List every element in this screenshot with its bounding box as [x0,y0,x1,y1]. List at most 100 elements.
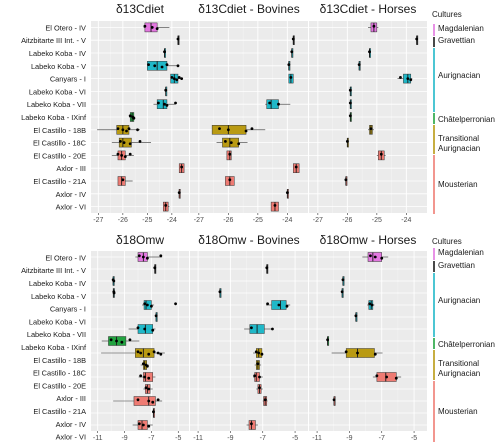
row-label: Labeko Koba - VII [27,330,86,339]
row-label: Canyars - I [50,305,86,314]
data-point [143,375,147,379]
data-point [373,255,377,259]
data-point [119,140,122,143]
data-point [345,140,349,143]
row-label: Labeko Koba - VI [29,87,86,96]
panel-title: δ18Omw - Horses [320,233,417,247]
data-point [159,254,163,258]
row-label: Canyars - I [50,75,86,84]
data-point [109,338,113,342]
data-point [123,155,127,159]
data-point [121,128,125,132]
data-point [290,50,294,54]
legend-label: Aurignacian [438,144,480,153]
data-point [180,165,184,169]
data-point [174,302,177,306]
legend: Cultures Magdalenian Gravettian Aurignacian… [432,10,495,442]
row-label: El Castillo - 18B [33,356,86,365]
data-point [250,422,253,426]
row-label: El Castillo - 18C [33,369,87,378]
row-label: Axlor - III [56,164,86,173]
row-label: Axlor - IV [56,190,86,199]
row-label: El Otero - IV [45,23,86,32]
panel-3: δ13Cdiet - Horses -27 -26 -25 -24 [309,2,427,224]
data-point [164,88,168,92]
data-point [277,303,281,307]
data-point [285,304,289,308]
data-point [176,64,180,68]
legend-label: Châtelperronian [438,340,495,349]
legend-2: Cultures Magdalenian Gravettian Aurignacian… [432,237,495,442]
row-label: Labeko Koba - V [31,62,86,71]
panel-1: δ13Cdiet -27 -26 -25 -24 [91,2,189,224]
data-point [151,400,155,404]
row-label: El Otero - IV [45,253,86,262]
data-point [165,63,169,66]
tick-label: -11 [193,435,203,442]
data-point [144,386,148,390]
data-point [380,256,384,260]
data-point [177,76,181,79]
data-point [147,424,151,428]
data-point [112,279,116,283]
data-point [152,410,155,414]
data-point [150,26,154,29]
data-point [294,165,298,169]
legend-label: Mousterian [438,180,478,189]
data-point [340,290,344,294]
legend-label: Magdalenian [438,248,484,257]
data-point [136,350,140,354]
legend-1: Cultures Magdalenian Gravettian Aurignacian… [432,10,495,214]
data-point [370,303,374,307]
data-point [147,376,151,380]
data-point [141,362,145,366]
tick-label: -25 [142,217,152,224]
data-point [154,314,158,318]
legend-label: Gravettian [438,261,475,270]
row-label: El Castillo - 20E [33,151,86,160]
data-point [368,302,372,306]
data-point [273,204,277,207]
data-point [250,127,254,130]
tick-label: -7 [260,435,266,442]
row-label: Aitzbitarte III Int. - V [21,36,86,45]
data-point [120,154,124,157]
data-point [150,304,153,308]
data-point [265,266,269,270]
data-point [277,102,280,106]
data-point [152,350,156,354]
data-point [145,303,149,307]
data-point [153,266,157,270]
row-labels: El Otero - IV Aitzbitarte III Int. - V Lab… [21,23,87,441]
data-point [116,152,120,156]
data-point [369,254,372,258]
row-label: Axlor - VI [56,433,86,442]
data-point [285,191,289,195]
data-point [348,101,352,105]
data-point [128,152,132,156]
data-point [176,37,180,41]
data-point [244,129,248,133]
row-label: El Castillo - 21A [33,407,86,416]
data-point [155,27,159,30]
data-point [145,256,149,260]
data-point [175,78,179,82]
data-point [409,78,413,82]
tick-label: -25 [253,217,263,224]
data-point [163,102,166,106]
row-label: Axlor - IV [56,420,86,429]
data-point [229,141,233,145]
tick-label: -24 [167,217,177,224]
data-point [137,254,141,258]
data-point [260,352,264,356]
data-point [139,374,143,378]
data-point [174,101,177,105]
row-label: Axlor - VI [56,203,86,212]
data-point [258,375,261,379]
box [133,396,156,406]
data-point [326,338,329,342]
legend-label: Aurignacian [438,296,480,305]
row-label: Labeko Koba - V [31,292,86,301]
data-point [163,50,166,54]
data-point [257,351,261,355]
